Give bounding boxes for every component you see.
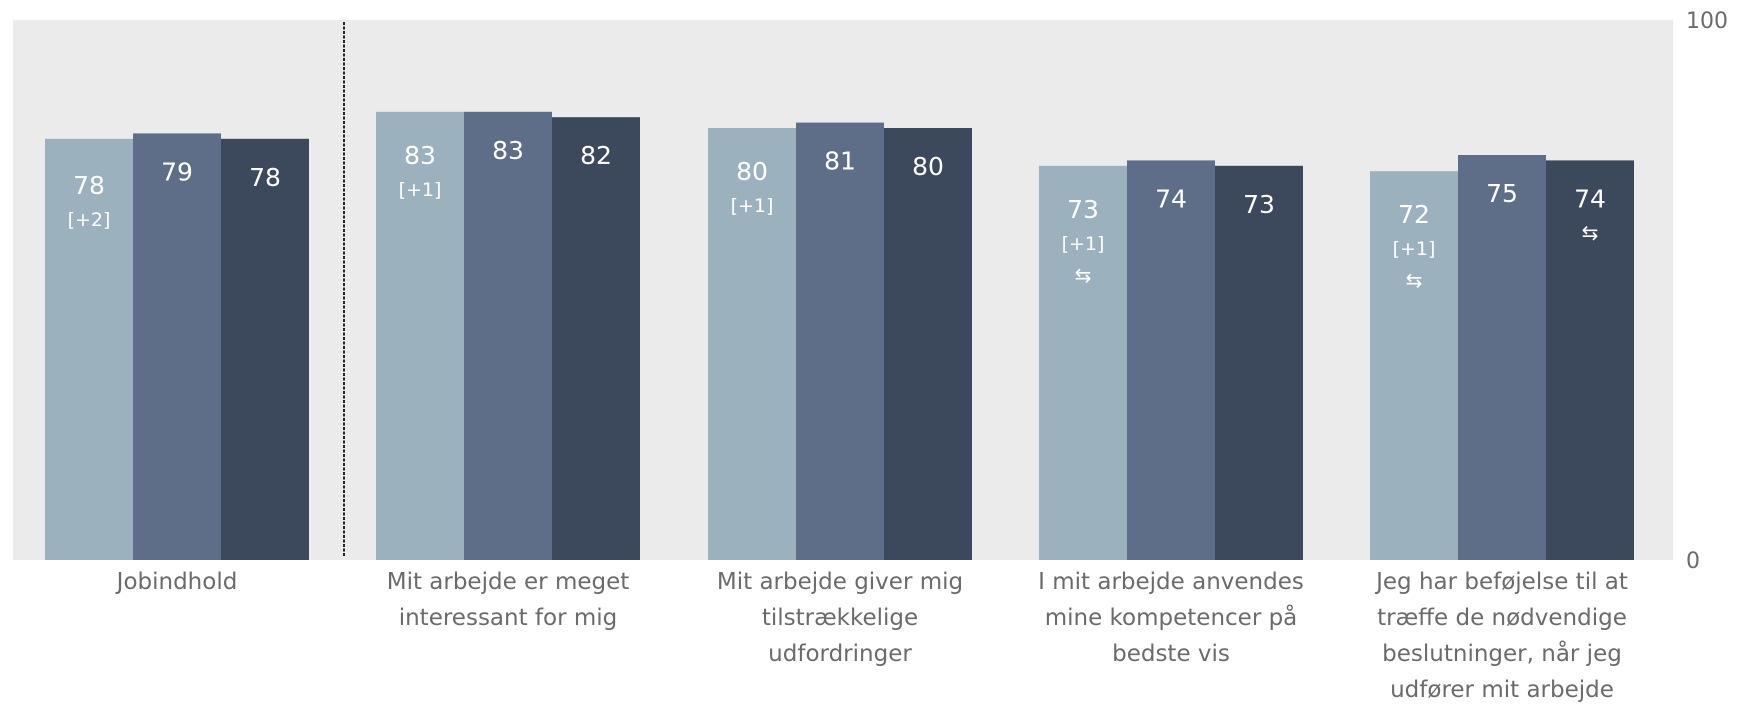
y-axis-max-label: 100 xyxy=(1686,9,1728,34)
bar xyxy=(1039,165,1127,561)
bar-value-label: 73 xyxy=(1067,195,1099,224)
category-label: bedste vis xyxy=(1112,641,1230,667)
bar xyxy=(133,133,221,560)
swap-arrows-icon: ⇆ xyxy=(1406,268,1423,292)
bar-value-label: 74 xyxy=(1155,184,1187,213)
bar-change-label: [+1] xyxy=(1393,238,1436,260)
bar-change-label: [+1] xyxy=(731,195,774,217)
bar-value-label: 80 xyxy=(912,152,944,181)
category-label: interessant for mig xyxy=(399,605,618,631)
category-label: Mit arbejde giver mig xyxy=(717,569,963,595)
bar-change-label: [+2] xyxy=(68,209,111,231)
bar-value-label: 83 xyxy=(404,141,436,170)
category-label: Jeg har beføjelse til at xyxy=(1374,569,1628,595)
bar xyxy=(1215,165,1303,561)
bar-value-label: 74 xyxy=(1574,184,1606,213)
category-label: I mit arbejde anvendes xyxy=(1038,569,1304,595)
bar xyxy=(221,138,309,561)
bar-value-label: 72 xyxy=(1398,200,1430,229)
category-label: mine kompetencer på xyxy=(1045,603,1298,631)
swap-arrows-icon: ⇆ xyxy=(1075,263,1092,287)
bar xyxy=(1127,160,1215,560)
category-label: tilstrækkelige xyxy=(762,605,918,631)
bar-value-label: 82 xyxy=(580,141,612,170)
bar-value-label: 75 xyxy=(1486,179,1518,208)
category-label: Jobindhold xyxy=(115,569,238,595)
bar-value-label: 83 xyxy=(492,136,524,165)
category-label: udfordringer xyxy=(768,641,912,667)
category-label: udfører mit arbejde xyxy=(1390,677,1614,703)
bar-value-label: 73 xyxy=(1243,190,1275,219)
bar-change-label: [+1] xyxy=(1062,233,1105,255)
category-label: Mit arbejde er meget xyxy=(387,569,630,595)
bar xyxy=(884,128,972,560)
bar xyxy=(552,117,640,560)
bar xyxy=(1370,171,1458,560)
bar-value-label: 80 xyxy=(736,157,768,186)
bar xyxy=(464,111,552,561)
bar-value-label: 78 xyxy=(73,171,105,200)
bar xyxy=(376,111,464,561)
bar xyxy=(796,122,884,560)
swap-arrows-icon: ⇆ xyxy=(1582,220,1599,244)
bar xyxy=(1546,160,1634,560)
bar xyxy=(45,138,133,561)
bar-value-label: 81 xyxy=(824,147,856,176)
category-label: beslutninger, når jeg xyxy=(1382,639,1622,667)
bar-change-label: [+1] xyxy=(399,179,442,201)
bar-value-label: 78 xyxy=(249,163,281,192)
y-axis-min-label: 0 xyxy=(1686,549,1700,574)
bar xyxy=(1458,155,1546,560)
bar-value-label: 79 xyxy=(161,157,193,186)
bar xyxy=(708,128,796,560)
category-label: træffe de nødvendige xyxy=(1377,605,1627,631)
